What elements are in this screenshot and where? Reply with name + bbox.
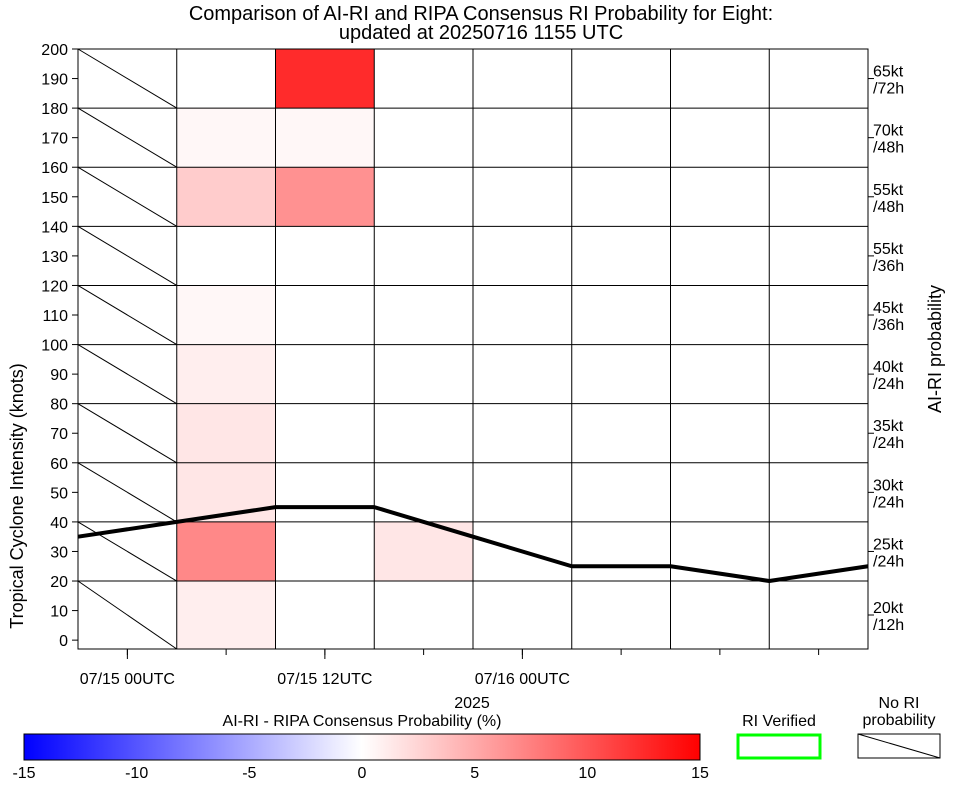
colorbar-tick-label: -15 bbox=[12, 765, 35, 782]
intensity-line bbox=[77, 505, 869, 584]
y-tick-label: 90 bbox=[50, 367, 68, 384]
threshold-kt-label: 70kt bbox=[873, 123, 904, 140]
hatch-line bbox=[77, 285, 178, 345]
threshold-hours-label: /48h bbox=[873, 199, 904, 216]
no-probability-hatching bbox=[77, 48, 178, 650]
y-axis-ticks: 0 10 20 30 40 50 60 70 80 90 100 110 120 130 140 150 160… bbox=[41, 42, 78, 650]
no-ri-swatch-hatch bbox=[857, 733, 941, 759]
y-tick-label: 190 bbox=[41, 72, 68, 89]
threshold-hours-label: /36h bbox=[873, 317, 904, 334]
chart-title: Comparison of AI-RI and RIPA Consensus R… bbox=[189, 3, 773, 25]
y-tick-label: 100 bbox=[41, 338, 68, 355]
heatmap-cell bbox=[275, 49, 375, 109]
intensity-series bbox=[77, 505, 869, 584]
plot-frame bbox=[77, 48, 869, 650]
threshold-hours-label: /24h bbox=[873, 435, 904, 452]
heatmap-cell bbox=[176, 403, 276, 463]
no-ri-label-line2: probability bbox=[863, 712, 936, 729]
heatmap-cell bbox=[275, 108, 375, 168]
heatmap-cell bbox=[275, 167, 375, 227]
y-tick-label: 40 bbox=[50, 515, 68, 532]
ri-verified-swatch bbox=[736, 733, 822, 760]
y-tick-label: 180 bbox=[41, 101, 68, 118]
threshold-kt-label: 55kt bbox=[873, 182, 904, 199]
right-axis-label: AI-RI probability bbox=[925, 285, 945, 413]
threshold-hours-label: /36h bbox=[873, 258, 904, 275]
colorbar-tick-label: 10 bbox=[578, 765, 596, 782]
x-axis-ticks: 07/15 00UTC 07/15 12UTC 07/16 00UTC bbox=[80, 649, 820, 688]
hatch-line bbox=[77, 344, 178, 405]
heatmap-cell bbox=[176, 344, 276, 404]
hatch-line bbox=[77, 48, 178, 109]
hatch-line bbox=[77, 580, 178, 650]
no-ri-label-line1: No RI bbox=[879, 695, 920, 712]
heatmap-cell bbox=[176, 285, 276, 345]
y-tick-label: 130 bbox=[41, 249, 68, 266]
y-tick-label: 60 bbox=[50, 456, 68, 473]
colorbar-tick-label: 0 bbox=[358, 765, 367, 782]
colorbar-title: AI-RI - RIPA Consensus Probability (%) bbox=[223, 713, 502, 730]
heatmap-cell bbox=[176, 521, 276, 582]
colorbar-tick-label: 5 bbox=[470, 765, 479, 782]
colorbar-ticks: -15 -10 -5 0 5 10 15 bbox=[12, 765, 709, 782]
y-tick-label: 0 bbox=[59, 633, 68, 650]
y-tick-label: 70 bbox=[50, 426, 68, 443]
colorbar-tick-label: -5 bbox=[242, 765, 256, 782]
grid-lines bbox=[78, 49, 868, 649]
threshold-hours-label: /24h bbox=[873, 553, 904, 570]
threshold-labels: 20kt/12h25kt/24h30kt/24h35kt/24h40kt/24h… bbox=[868, 64, 904, 634]
threshold-kt-label: 45kt bbox=[873, 300, 904, 317]
y-axis-label: Tropical Cyclone Intensity (knots) bbox=[7, 363, 27, 628]
x-tick-label: 07/15 00UTC bbox=[80, 671, 175, 688]
threshold-hours-label: /24h bbox=[873, 494, 904, 511]
threshold-hours-label: /48h bbox=[873, 140, 904, 157]
hatch-line bbox=[77, 403, 178, 464]
y-tick-label: 30 bbox=[50, 544, 68, 561]
heatmap-cell bbox=[176, 108, 276, 168]
threshold-kt-label: 30kt bbox=[873, 477, 904, 494]
threshold-kt-label: 20kt bbox=[873, 600, 904, 617]
y-tick-label: 200 bbox=[41, 42, 68, 59]
threshold-kt-label: 65kt bbox=[873, 64, 904, 81]
heatmap-cells bbox=[176, 49, 473, 649]
y-tick-label: 110 bbox=[42, 308, 68, 325]
threshold-kt-label: 35kt bbox=[873, 418, 904, 435]
y-tick-label: 160 bbox=[41, 160, 68, 177]
y-tick-label: 10 bbox=[50, 604, 68, 621]
x-tick-label: 07/16 00UTC bbox=[475, 671, 570, 688]
hatch-line bbox=[77, 521, 178, 582]
threshold-hours-label: /12h bbox=[873, 617, 904, 634]
hatch-line bbox=[77, 166, 178, 227]
colorbar bbox=[23, 733, 701, 761]
threshold-hours-label: /24h bbox=[873, 376, 904, 393]
threshold-kt-label: 55kt bbox=[873, 241, 904, 258]
chart-subtitle: updated at 20250716 1155 UTC bbox=[339, 22, 623, 44]
threshold-hours-label: /72h bbox=[873, 81, 904, 98]
heatmap-cell bbox=[176, 581, 276, 649]
hatch-line bbox=[77, 107, 178, 168]
y-tick-label: 170 bbox=[41, 131, 68, 148]
x-tick-label: 07/15 12UTC bbox=[277, 671, 372, 688]
heatmap-cell bbox=[176, 462, 276, 522]
threshold-kt-label: 40kt bbox=[873, 359, 904, 376]
y-tick-label: 120 bbox=[41, 278, 68, 295]
year-label: 2025 bbox=[454, 695, 490, 712]
colorbar-tick-label: -10 bbox=[125, 765, 148, 782]
y-tick-label: 140 bbox=[41, 219, 68, 236]
threshold-kt-label: 25kt bbox=[873, 536, 904, 553]
y-tick-label: 150 bbox=[41, 190, 68, 207]
colorbar-tick-label: 15 bbox=[691, 765, 709, 782]
hatch-line bbox=[77, 225, 178, 286]
ri-verified-label: RI Verified bbox=[742, 713, 816, 730]
heatmap-cell bbox=[176, 167, 276, 227]
y-tick-label: 80 bbox=[50, 397, 68, 414]
y-tick-label: 50 bbox=[50, 485, 68, 502]
hatch-line bbox=[77, 462, 178, 523]
y-tick-label: 20 bbox=[50, 574, 68, 591]
